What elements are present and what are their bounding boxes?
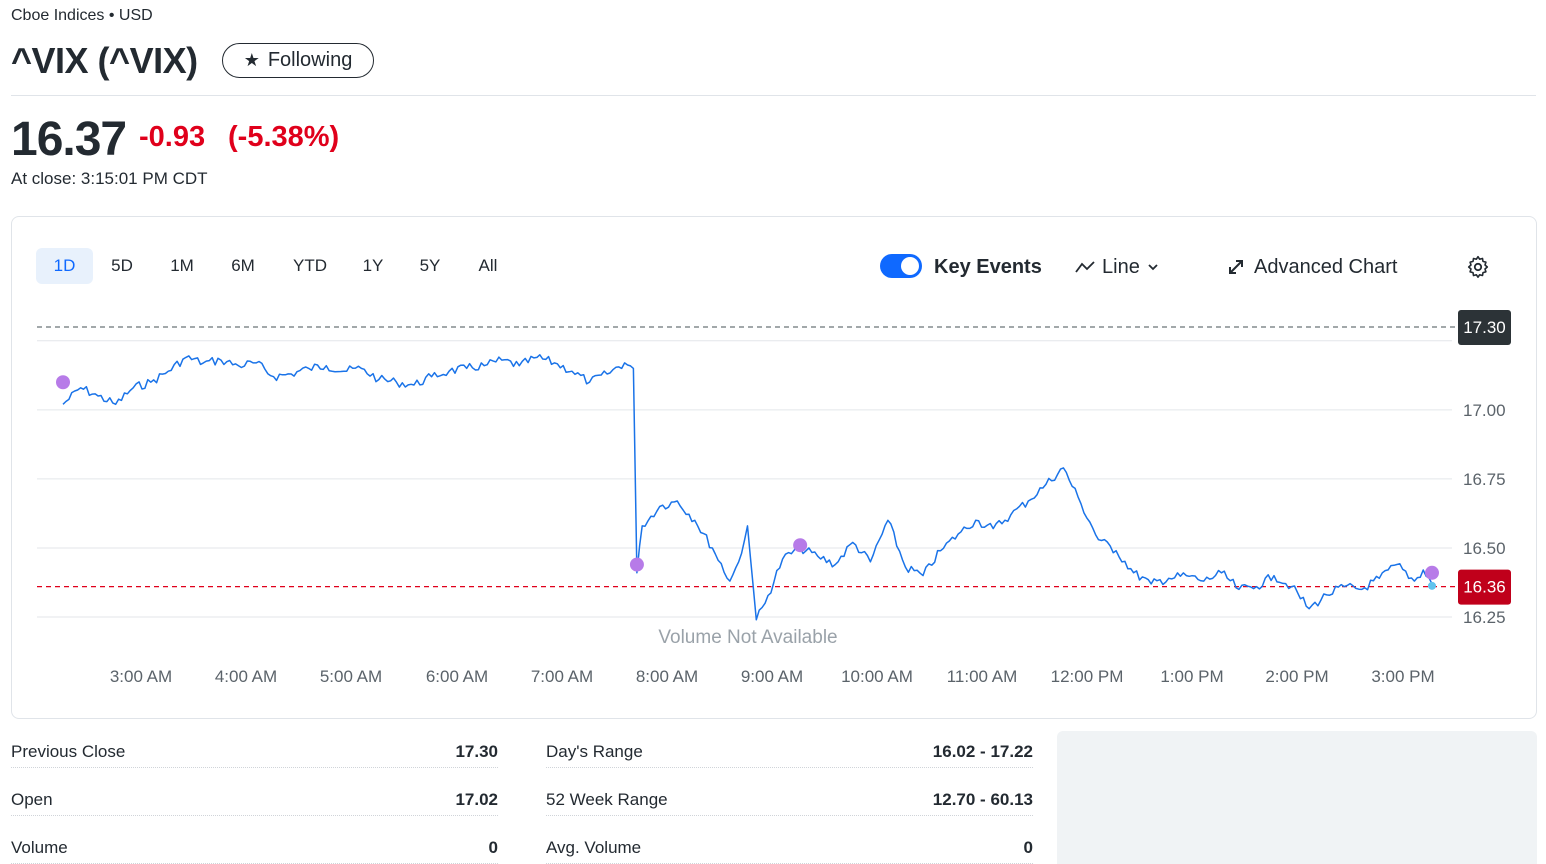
range-tab-all[interactable]: All <box>478 256 498 275</box>
advanced-chart-label: Advanced Chart <box>1254 255 1398 278</box>
x-tick-label: 8:00 AM <box>636 667 698 686</box>
star-icon: ★ <box>243 50 260 70</box>
volume-not-available-note: Volume Not Available <box>658 627 837 648</box>
stat-label: Open <box>11 790 53 809</box>
stat-value: 16.02 - 17.22 <box>932 742 1033 761</box>
x-tick-label: 11:00 AM <box>947 667 1018 686</box>
close-time: At close: 3:15:01 PM CDT <box>11 169 208 188</box>
range-tab-5y[interactable]: 5Y <box>419 256 441 275</box>
stat-label: Day's Range <box>546 742 643 761</box>
chart-type-label: Line <box>1102 255 1140 278</box>
y-tick-label: 16.75 <box>1463 470 1506 489</box>
key-events-toggle[interactable] <box>880 254 922 278</box>
gear-icon[interactable] <box>1466 255 1490 279</box>
stat-value: 17.30 <box>455 742 498 761</box>
stat-previous-close: Previous Close 17.30 <box>11 720 498 768</box>
previous-close-tag <box>1458 310 1511 345</box>
x-tick-label: 10:00 AM <box>841 667 913 686</box>
line-chart-icon <box>1075 261 1095 273</box>
key-event-marker[interactable] <box>629 557 644 572</box>
chevron-down-icon <box>1148 264 1158 271</box>
x-tick-label: 3:00 AM <box>110 667 172 686</box>
header-divider <box>11 95 1536 96</box>
price-change: -0.93 <box>139 121 206 153</box>
current-price-tag-label: 16.36 <box>1463 578 1506 597</box>
stat-volume: Volume 0 <box>11 816 498 864</box>
stat-label: Previous Close <box>11 742 126 761</box>
stat-avg-volume: Avg. Volume 0 <box>546 816 1033 864</box>
current-price-tag <box>1458 569 1511 605</box>
toggle-knob <box>901 257 919 275</box>
last-price-dot <box>1428 581 1436 590</box>
stat-label: Volume <box>11 838 68 857</box>
x-tick-label: 1:00 PM <box>1160 667 1223 686</box>
stat-52-week-range: 52 Week Range 12.70 - 60.13 <box>546 768 1033 816</box>
previous-close-tag-label: 17.30 <box>1463 318 1506 337</box>
chart-type-dropdown[interactable]: Line <box>1074 254 1160 280</box>
range-tab-1m[interactable]: 1M <box>170 256 194 275</box>
x-tick-label: 3:00 PM <box>1371 667 1434 686</box>
stat-value: 0 <box>1023 838 1033 857</box>
ad-placeholder <box>1057 731 1537 864</box>
stat-label: Avg. Volume <box>546 838 642 857</box>
price-line <box>62 354 1433 621</box>
page-title: ^VIX (^VIX) <box>11 40 198 81</box>
range-tab-1y[interactable]: 1Y <box>362 256 384 275</box>
chart-card <box>11 216 1537 719</box>
key-event-marker[interactable] <box>1425 565 1439 580</box>
x-tick-label: 5:00 AM <box>320 667 382 686</box>
following-label: Following <box>267 49 353 71</box>
stat-label: 52 Week Range <box>546 790 668 809</box>
y-tick-label: 16.25 <box>1463 608 1506 627</box>
x-tick-label: 6:00 AM <box>426 667 488 686</box>
x-tick-label: 7:00 AM <box>531 667 593 686</box>
x-tick-label: 2:00 PM <box>1265 667 1328 686</box>
range-tab-5d[interactable]: 5D <box>111 256 133 275</box>
key-event-marker[interactable] <box>793 538 808 553</box>
stat-open: Open 17.02 <box>11 768 498 816</box>
y-tick-label: 16.50 <box>1463 539 1506 558</box>
range-tab-ytd[interactable]: YTD <box>293 256 327 275</box>
expand-icon <box>1229 260 1243 274</box>
stat-value: 17.02 <box>455 790 498 809</box>
y-tick-label: 17.00 <box>1463 401 1506 420</box>
following-button[interactable]: ★ Following <box>222 43 374 78</box>
x-tick-label: 9:00 AM <box>741 667 803 686</box>
key-event-marker[interactable] <box>56 375 70 390</box>
stat-value: 0 <box>488 838 498 857</box>
advanced-chart-button[interactable]: Advanced Chart <box>1226 254 1397 280</box>
stat-value: 12.70 - 60.13 <box>932 790 1033 809</box>
x-tick-label: 4:00 AM <box>215 667 277 686</box>
price-change-percent: (-5.38%) <box>228 121 340 153</box>
key-events-label: Key Events <box>934 256 1042 278</box>
x-tick-label: 12:00 PM <box>1051 667 1124 686</box>
range-tab-1d[interactable]: 1D <box>36 248 93 284</box>
current-price: 16.37 <box>11 113 127 166</box>
stat-days-range: Day's Range 16.02 - 17.22 <box>546 720 1033 768</box>
exchange-label: Cboe Indices • USD <box>11 7 153 24</box>
range-tab-6m[interactable]: 6M <box>231 256 255 275</box>
